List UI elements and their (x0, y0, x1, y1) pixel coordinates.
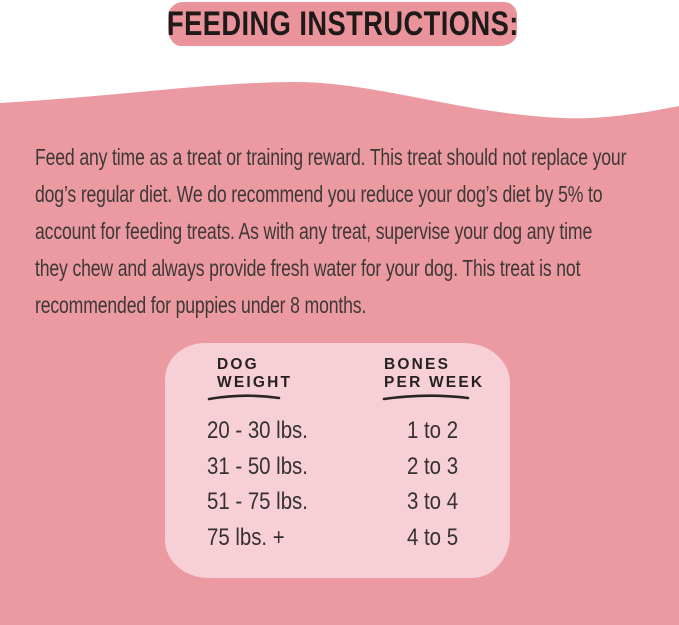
dog-weight-cell: 51 - 75 lbs. (207, 488, 308, 515)
table-row: 31 - 50 lbs. 2 to 3 (165, 449, 510, 485)
column-header-line: DOG (217, 356, 259, 373)
paragraph-line: they chew and always provide fresh water… (35, 255, 581, 281)
feeding-table-rows: 20 - 30 lbs. 1 to 2 31 - 50 lbs. 2 to 3 … (165, 413, 510, 555)
bones-per-week-cell: 1 to 2 (407, 417, 459, 444)
paragraph-line: Feed any time as a treat or training rew… (35, 144, 627, 170)
table-row: 20 - 30 lbs. 1 to 2 (165, 413, 510, 449)
bones-per-week-cell: 2 to 3 (407, 452, 459, 480)
column-header-bones-per-week: BONES PER WEEK (384, 356, 484, 391)
dog-weight-cell: 31 - 50 lbs. (207, 452, 308, 480)
paragraph-line: account for feeding treats. As with any … (35, 218, 593, 244)
table-row: 75 lbs. + 4 to 5 (165, 520, 510, 556)
feeding-table-panel: DOG WEIGHT BONES PER WEEK 20 - 30 lbs. 1… (165, 343, 510, 578)
bones-per-week-cell: 4 to 5 (407, 523, 459, 551)
paragraph-line: dog’s regular diet. We do recommend you … (35, 181, 603, 207)
page-title: FEEDING INSTRUCTIONS: (166, 3, 519, 44)
hand-drawn-underline (382, 394, 470, 401)
dog-weight-cell: 75 lbs. + (207, 523, 285, 551)
column-header-line: BONES (384, 356, 451, 373)
title-badge: FEEDING INSTRUCTIONS: (166, 2, 519, 46)
column-header-line: PER WEEK (384, 373, 485, 391)
paragraph-line: recommended for puppies under 8 months. (35, 292, 367, 318)
hand-drawn-underline (207, 394, 281, 401)
dog-weight-cell: 20 - 30 lbs. (207, 417, 308, 444)
table-row: 51 - 75 lbs. 3 to 4 (165, 484, 510, 520)
column-header-dog-weight: DOG WEIGHT (217, 356, 292, 391)
instructions-paragraph: Feed any time as a treat or training rew… (35, 139, 655, 324)
bones-per-week-cell: 3 to 4 (407, 488, 459, 515)
column-header-line: WEIGHT (217, 373, 293, 391)
